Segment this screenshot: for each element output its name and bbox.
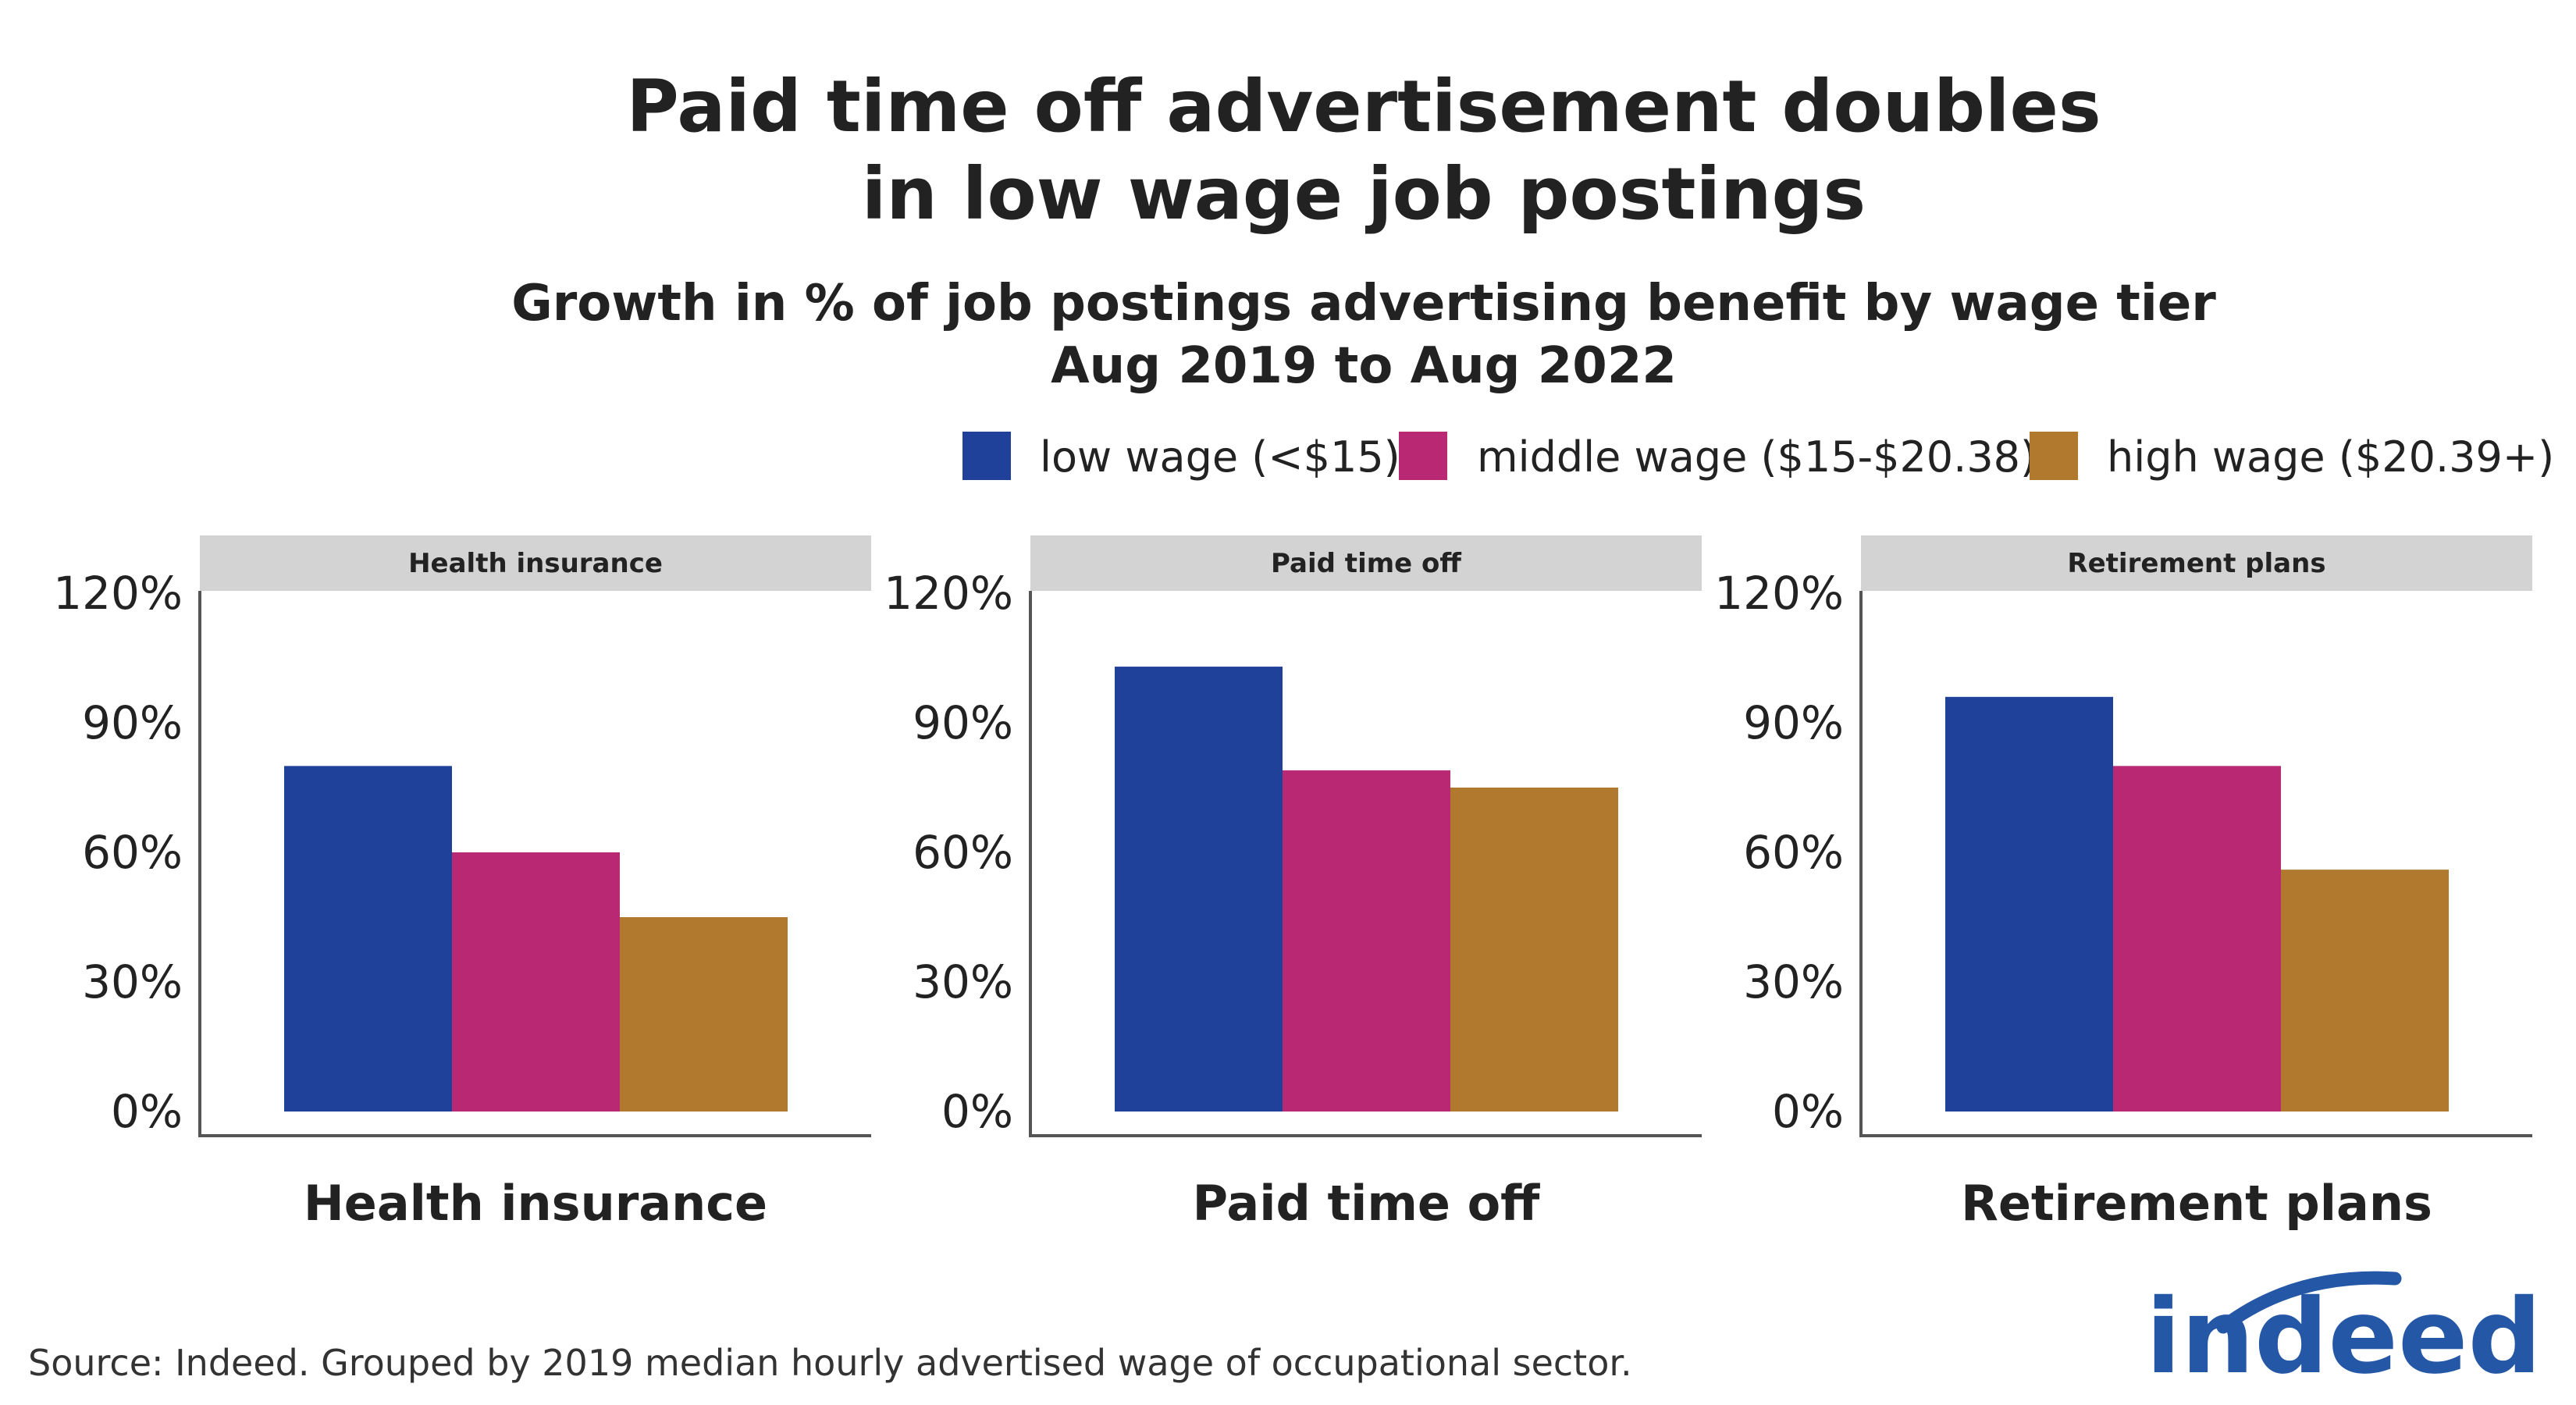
y-tick-label: 0% [111,1085,183,1138]
subtitle-line-1: Growth in % of job postings advertising … [511,275,2216,333]
legend-label-low-wage: low wage (<$15) [1040,432,1400,482]
chart-subtitle: Growth in % of job postings advertising … [511,275,2216,395]
bar-paid-time-off-high-wage [1450,788,1618,1112]
bar-retirement-plans-middle-wage [2113,766,2281,1112]
logo-text: indeed [2146,1277,2542,1397]
logo-arc-icon [2216,1271,2402,1334]
subtitle-line-2: Aug 2019 to Aug 2022 [1051,337,1677,395]
panel-health-insurance: Health insurance 0% 30% 60% 90% 120% Health in… [53,535,871,1232]
panel-strip [1030,535,1702,591]
y-tick-label: 90% [82,696,183,749]
bar-health-insurance-high-wage [620,917,788,1112]
panel-paid-time-off: Paid time off 0% 30% 60% 90% 120% Paid time of… [884,535,1702,1232]
y-tick-label: 0% [941,1085,1013,1138]
panel-strip-label: Retirement plans [2067,548,2325,579]
indeed-logo: indeed [2146,1271,2542,1397]
y-tick-label: 0% [1772,1085,1844,1138]
legend-swatch-high-wage [2030,432,2078,480]
chart-panels: Health insurance 0% 30% 60% 90% 120% Health in… [53,535,2532,1232]
y-tick-label: 60% [82,826,183,879]
legend-label-middle-wage: middle wage ($15-$20.38) [1477,432,2037,482]
y-tick-label: 90% [913,696,1013,749]
y-tick-label: 120% [1714,567,1844,620]
panel-retirement-plans: Retirement plans 0% 30% 60% 90% 120% Retiremen… [1714,535,2532,1232]
panel-strip-label: Health insurance [408,548,663,579]
y-tick-label: 30% [82,955,183,1008]
legend-swatch-low-wage [962,432,1011,480]
title-line-1: Paid time off advertisement doubles [626,65,2101,148]
bar-paid-time-off-middle-wage [1283,770,1450,1112]
legend: low wage (<$15) middle wage ($15-$20.38) h… [962,432,2554,482]
x-category-label: Retirement plans [1961,1175,2432,1232]
chart-title: Paid time off advertisement doubles in l… [626,65,2101,236]
panel-strip [1861,535,2532,591]
y-tick-label: 30% [1743,955,1844,1008]
y-tick-label: 120% [884,567,1013,620]
bar-health-insurance-low-wage [284,766,452,1112]
bar-retirement-plans-low-wage [1945,696,2113,1112]
legend-swatch-middle-wage [1399,432,1447,480]
x-category-label: Health insurance [304,1175,767,1232]
y-tick-label: 90% [1743,696,1844,749]
y-tick-label: 120% [53,567,183,620]
bar-health-insurance-middle-wage [452,852,620,1112]
source-note: Source: Indeed. Grouped by 2019 median h… [28,1342,1632,1384]
y-tick-label: 60% [1743,826,1844,879]
bar-retirement-plans-high-wage [2281,870,2449,1112]
title-line-2: in low wage job postings [862,152,1866,236]
bar-paid-time-off-low-wage [1115,667,1283,1112]
panel-strip-label: Paid time off [1271,548,1461,579]
panel-strip [200,535,871,591]
y-tick-label: 60% [913,826,1013,879]
y-tick-label: 30% [913,955,1013,1008]
x-category-label: Paid time off [1193,1175,1541,1232]
legend-label-high-wage: high wage ($20.39+) [2107,432,2554,482]
